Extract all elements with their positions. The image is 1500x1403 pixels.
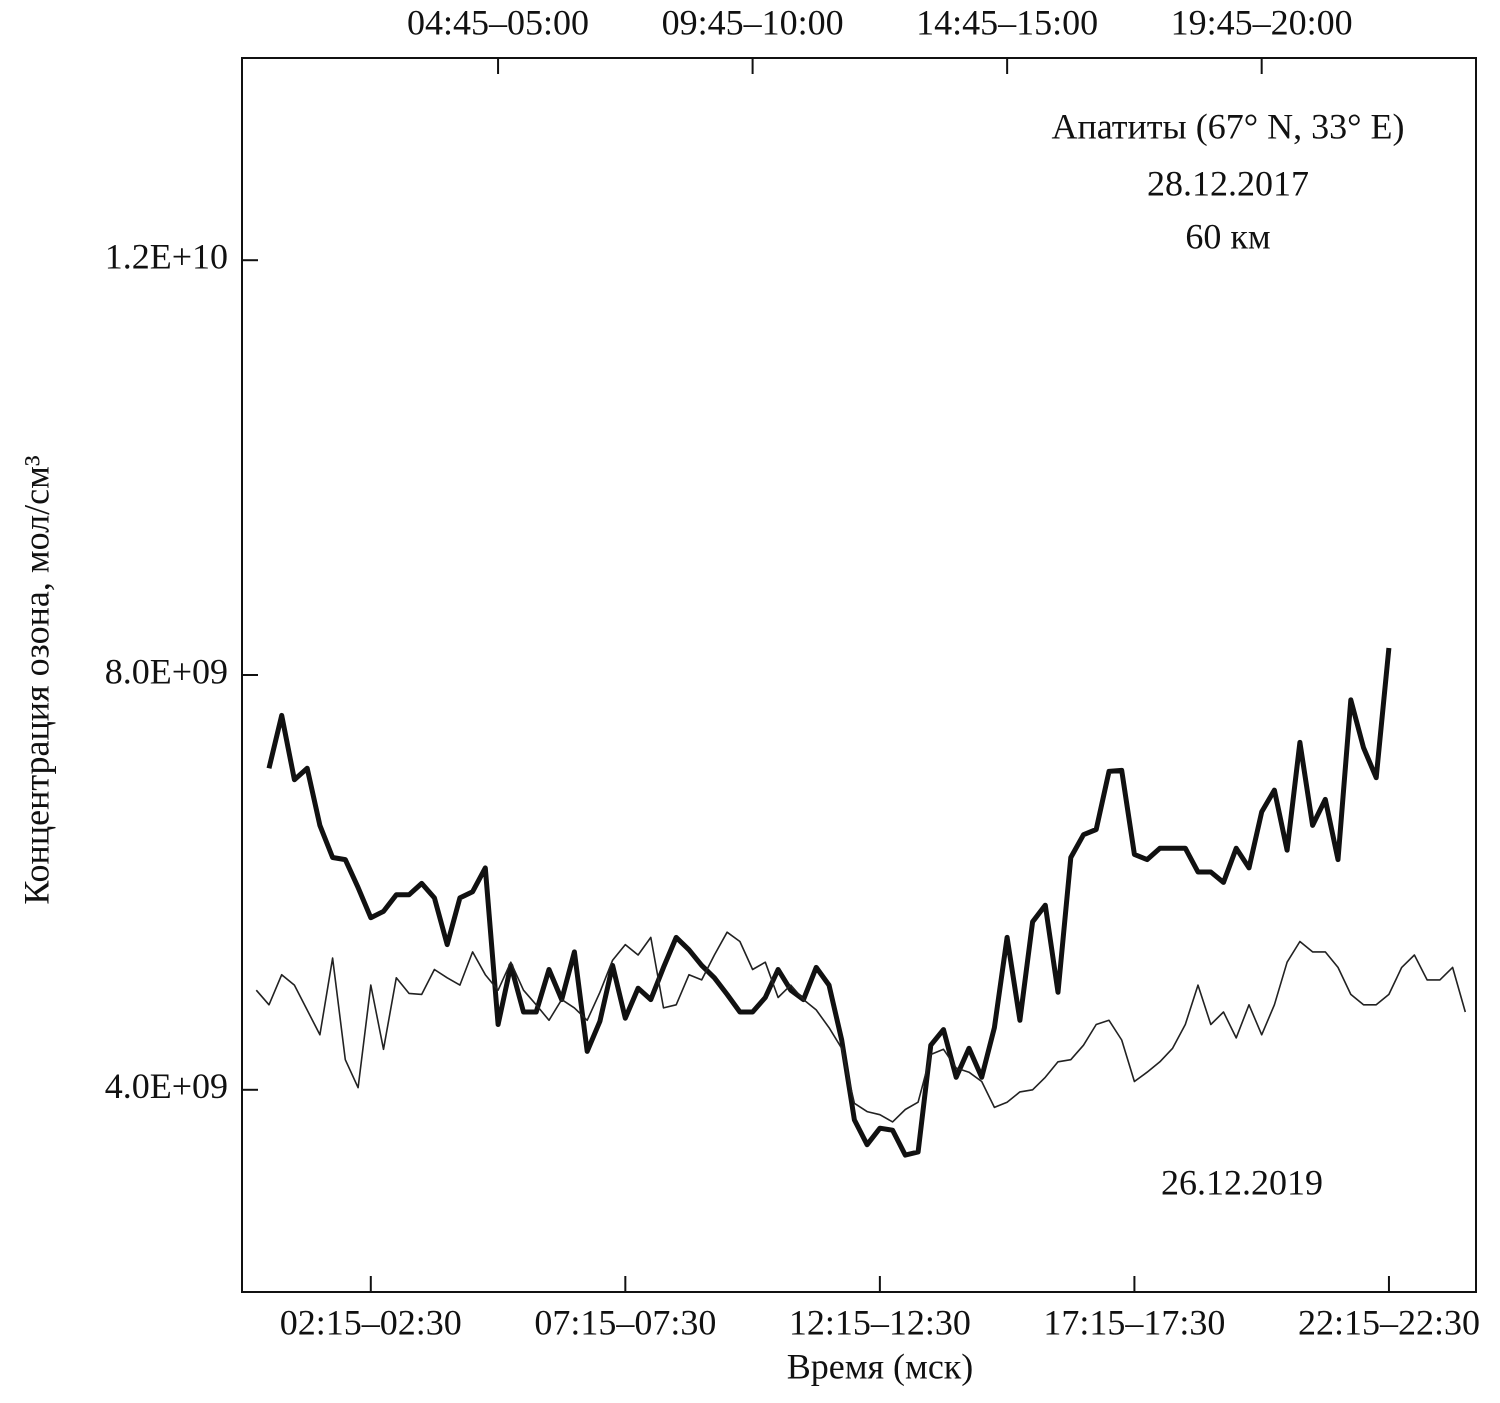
x-axis-label: Время (мск) xyxy=(787,1346,974,1386)
x-tick-label: 22:15–22:30 xyxy=(1298,1302,1480,1342)
series-label: 26.12.2019 xyxy=(1161,1162,1323,1202)
y-axis-label: Концентрация озона, мол/см³ xyxy=(16,455,56,905)
x-tick-label: 12:15–12:30 xyxy=(789,1302,971,1342)
x-tick-label: 17:15–17:30 xyxy=(1043,1302,1225,1342)
x2-tick-label: 19:45–20:00 xyxy=(1171,2,1353,42)
x2-tick-label: 09:45–10:00 xyxy=(662,2,844,42)
x2-tick-label: 14:45–15:00 xyxy=(916,2,1098,42)
data-line xyxy=(266,647,1392,1158)
data-line xyxy=(255,931,1467,1123)
x-tick-label: 07:15–07:30 xyxy=(534,1302,716,1342)
chart-title: Апатиты (67° N, 33° E) xyxy=(1052,106,1405,146)
y-tick-label: 4.0E+09 xyxy=(105,1066,228,1106)
y-tick-label: 1.2E+10 xyxy=(105,236,228,276)
x2-tick-label: 04:45–05:00 xyxy=(407,2,589,42)
annotation: 60 км xyxy=(1185,216,1270,256)
series-label: 28.12.2017 xyxy=(1147,163,1309,203)
y-tick-label: 8.0E+09 xyxy=(105,651,228,691)
x-tick-label: 02:15–02:30 xyxy=(280,1302,462,1342)
